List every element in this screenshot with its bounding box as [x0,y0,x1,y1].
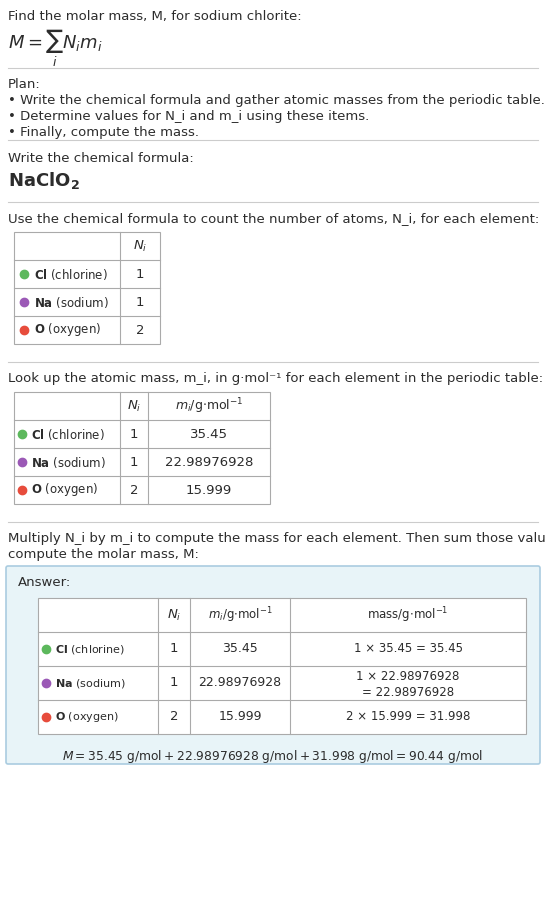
Text: Write the chemical formula:: Write the chemical formula: [8,152,194,165]
Text: • Finally, compute the mass.: • Finally, compute the mass. [8,126,199,139]
Text: $m_i/\mathrm{g{\cdot}mol}^{-1}$: $m_i/\mathrm{g{\cdot}mol}^{-1}$ [175,396,244,416]
Text: 15.999: 15.999 [218,711,262,723]
Text: 1: 1 [170,676,178,689]
Text: 1 × 35.45 = 35.45: 1 × 35.45 = 35.45 [353,642,462,655]
Text: $\bf{Cl}$ (chlorine): $\bf{Cl}$ (chlorine) [31,427,105,442]
Text: 1: 1 [170,642,178,655]
Bar [14,232,160,344]
Text: $\bf{Cl}$ (chlorine): $\bf{Cl}$ (chlorine) [55,642,125,655]
Text: $\bf{Cl}$ (chlorine): $\bf{Cl}$ (chlorine) [34,266,108,282]
Text: $M = \sum_i N_i m_i$: $M = \sum_i N_i m_i$ [8,28,103,69]
Text: 1: 1 [136,268,144,281]
Text: $\mathrm{mass/g{\cdot}mol}^{-1}$: $\mathrm{mass/g{\cdot}mol}^{-1}$ [367,605,449,625]
Text: Answer:: Answer: [18,576,71,589]
Text: Find the molar mass, M, for sodium chlorite:: Find the molar mass, M, for sodium chlor… [8,10,301,23]
Text: 1: 1 [136,296,144,309]
Text: 2 × 15.999 = 31.998: 2 × 15.999 = 31.998 [346,711,470,723]
Text: 1: 1 [130,456,138,468]
Text: $m_i/\mathrm{g{\cdot}mol}^{-1}$: $m_i/\mathrm{g{\cdot}mol}^{-1}$ [207,605,272,625]
Text: $\bf{Na}$ (sodium): $\bf{Na}$ (sodium) [31,455,105,469]
Text: $N_i$: $N_i$ [127,398,141,414]
Text: 1 × 22.98976928: 1 × 22.98976928 [357,670,460,683]
Text: Look up the atomic mass, m_i, in g·mol⁻¹ for each element in the periodic table:: Look up the atomic mass, m_i, in g·mol⁻¹… [8,372,543,385]
Text: 15.999: 15.999 [186,483,232,496]
Text: $\bf{Na}$ (sodium): $\bf{Na}$ (sodium) [34,295,109,310]
Text: Use the chemical formula to count the number of atoms, N_i, for each element:: Use the chemical formula to count the nu… [8,212,539,225]
Text: 22.98976928: 22.98976928 [198,676,282,689]
Text: 22.98976928: 22.98976928 [165,456,253,468]
Text: $M = 35.45\ \mathrm{g/mol} + 22.98976928\ \mathrm{g/mol} + 31.998\ \mathrm{g/mol: $M = 35.45\ \mathrm{g/mol} + 22.98976928… [62,748,484,765]
Text: compute the molar mass, M:: compute the molar mass, M: [8,548,199,561]
Text: = 22.98976928: = 22.98976928 [362,686,454,699]
Text: $N_i$: $N_i$ [167,607,181,623]
Text: $\bf{O}$ (oxygen): $\bf{O}$ (oxygen) [55,710,118,724]
Text: Plan:: Plan: [8,78,41,91]
Text: $\bf{O}$ (oxygen): $\bf{O}$ (oxygen) [34,322,101,338]
Bar [38,598,526,734]
Text: • Write the chemical formula and gather atomic masses from the periodic table.: • Write the chemical formula and gather … [8,94,545,107]
Text: 2: 2 [130,483,138,496]
Text: 2: 2 [136,323,144,336]
Text: 1: 1 [130,428,138,441]
FancyBboxPatch shape [6,566,540,764]
Text: $\bf{Na}$ (sodium): $\bf{Na}$ (sodium) [55,676,126,689]
Text: $\mathbf{NaClO_2}$: $\mathbf{NaClO_2}$ [8,170,80,191]
Text: 2: 2 [170,711,178,723]
Text: $N_i$: $N_i$ [133,238,147,253]
Text: • Determine values for N_i and m_i using these items.: • Determine values for N_i and m_i using… [8,110,369,123]
Text: 35.45: 35.45 [190,428,228,441]
Bar [14,392,270,504]
Text: 35.45: 35.45 [222,642,258,655]
Text: Multiply N_i by m_i to compute the mass for each element. Then sum those values : Multiply N_i by m_i to compute the mass … [8,532,546,545]
Text: $\bf{O}$ (oxygen): $\bf{O}$ (oxygen) [31,481,98,499]
